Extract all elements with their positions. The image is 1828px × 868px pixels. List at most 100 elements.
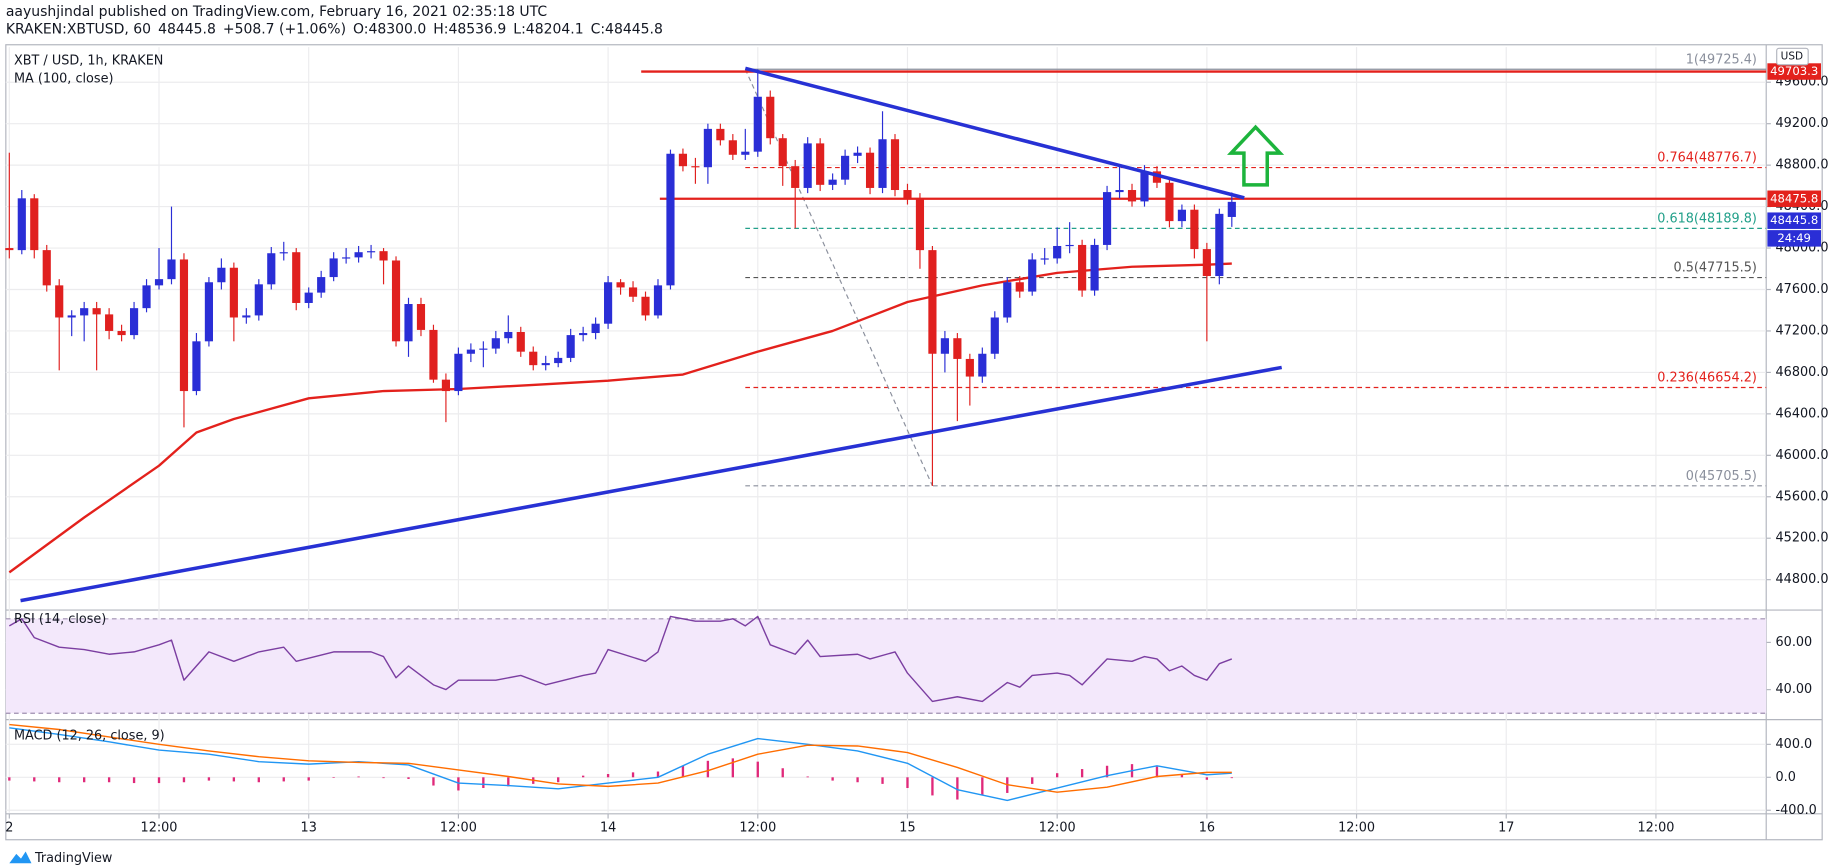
candle-body (354, 252, 363, 258)
candle-body (454, 353, 463, 392)
fib-anchor (744, 69, 933, 487)
y-tick-label: 0.0 (1776, 770, 1796, 785)
candle-body (1078, 244, 1087, 291)
candle-body (591, 323, 600, 334)
candle-body (479, 348, 488, 350)
candle-body (154, 279, 164, 286)
y-tick-label: 45600.0 (1776, 489, 1828, 504)
candle-body (1177, 209, 1186, 222)
candle-body (890, 139, 900, 191)
candle-body (92, 308, 101, 315)
macd-histogram-bar (631, 772, 635, 778)
low: L:48204.1 (513, 21, 583, 37)
candle-body (978, 353, 987, 377)
y-tick-label: 400.0 (1776, 737, 1813, 752)
candle-body (529, 351, 538, 366)
publish-line: aayushjindal published on TradingView.co… (6, 4, 548, 20)
candle-body (990, 317, 999, 354)
candle-body (317, 277, 326, 293)
ma-legend: MA (100, close) (14, 71, 113, 86)
candle-body (304, 292, 313, 303)
macd-histogram-bar (432, 777, 435, 786)
candle-body (242, 315, 251, 318)
candle-body (1115, 190, 1124, 193)
candle-body (566, 335, 575, 358)
countdown: 24:49 (1777, 231, 1811, 245)
macd-histogram-bar (482, 777, 485, 789)
last-price: 48445.8 (1770, 213, 1818, 227)
candle-body (803, 143, 812, 188)
candle-body (391, 260, 401, 342)
footer-brand: TradingView (34, 851, 112, 866)
macd-histogram-bar (232, 777, 236, 782)
candle-body (716, 128, 725, 141)
macd-histogram-bar (781, 768, 784, 778)
moving-average (8, 262, 1232, 574)
x-tick-label: 2 (5, 820, 13, 835)
candle-body (429, 329, 438, 380)
x-tick-label: 15 (899, 820, 915, 835)
macd-histogram-bar (831, 777, 834, 781)
candle-body (579, 333, 588, 336)
candle-body (666, 153, 675, 286)
macd-histogram-bar (956, 777, 959, 800)
candle-body (1040, 258, 1049, 260)
candle-body (604, 282, 613, 324)
macd-histogram-bar (1230, 777, 1233, 779)
y-tick-label: 46000.0 (1776, 448, 1828, 463)
candle-body (5, 248, 14, 251)
x-tick-label: 12:00 (1637, 820, 1674, 835)
macd-histogram-bar (182, 777, 186, 783)
macd-histogram-bar (681, 765, 685, 778)
candle-body (17, 198, 26, 251)
candle-body (292, 252, 301, 303)
macd-histogram-bar (557, 777, 560, 783)
candle-body (1102, 192, 1112, 245)
candle-body (628, 287, 638, 297)
plot-layer: 2 12:00 13 12:00 14 12:00 15 12:00 16 12:00 17 12:0… (5, 44, 1828, 840)
x-tick-label: 12:00 (440, 820, 477, 835)
chart-frame (5, 44, 1823, 841)
level-price: 48475.8 (1770, 191, 1818, 205)
candle-body (379, 251, 388, 261)
macd-histogram-bar (132, 777, 136, 784)
macd-histogram-bar (906, 777, 909, 789)
candle-body (192, 341, 201, 392)
macd-histogram-bar (507, 777, 510, 787)
candle-body (67, 315, 76, 318)
candle-body (55, 285, 64, 318)
macd-histogram-bar (1205, 777, 1209, 780)
candle-body (179, 259, 189, 392)
candle-body (741, 151, 750, 155)
last-price-box (1767, 212, 1822, 229)
candle-body (928, 250, 937, 354)
y-tick-label: 47600.0 (1776, 282, 1828, 297)
candle-body (329, 258, 338, 278)
y-tick-label: 40.00 (1776, 682, 1813, 697)
y-tick-label: 45200.0 (1776, 531, 1828, 546)
fib-label: 0.618(48189.8) (1657, 211, 1757, 226)
up-arrow (1227, 124, 1285, 187)
y-tick-label: 49200.0 (1776, 116, 1828, 131)
currency-box[interactable] (1776, 47, 1809, 66)
candle-body (1140, 171, 1149, 202)
fib-label: 1(49725.4) (1686, 52, 1757, 67)
macd-histogram-bar (656, 771, 660, 778)
macd-histogram-bar (756, 761, 759, 778)
open: O:48300.0 (353, 21, 426, 37)
y-tick-label: 44800.0 (1776, 572, 1828, 587)
level-price-box (1767, 190, 1822, 207)
candle-body (703, 128, 712, 168)
macd-histogram-bar (107, 777, 111, 783)
fib-label: 0(45705.5) (1686, 469, 1757, 484)
macd-histogram-bar (706, 760, 710, 778)
candle-body (217, 267, 226, 283)
macd-histogram-bar (207, 777, 211, 781)
fib-label: 0.5(47715.5) (1674, 261, 1757, 276)
macd-histogram-bar (581, 775, 585, 778)
candle-body (678, 153, 688, 167)
candle-body (1202, 249, 1211, 277)
candle-body (504, 331, 513, 339)
x-tick-label: 16 (1199, 820, 1215, 835)
rsi-legend: RSI (14, close) (14, 612, 106, 627)
